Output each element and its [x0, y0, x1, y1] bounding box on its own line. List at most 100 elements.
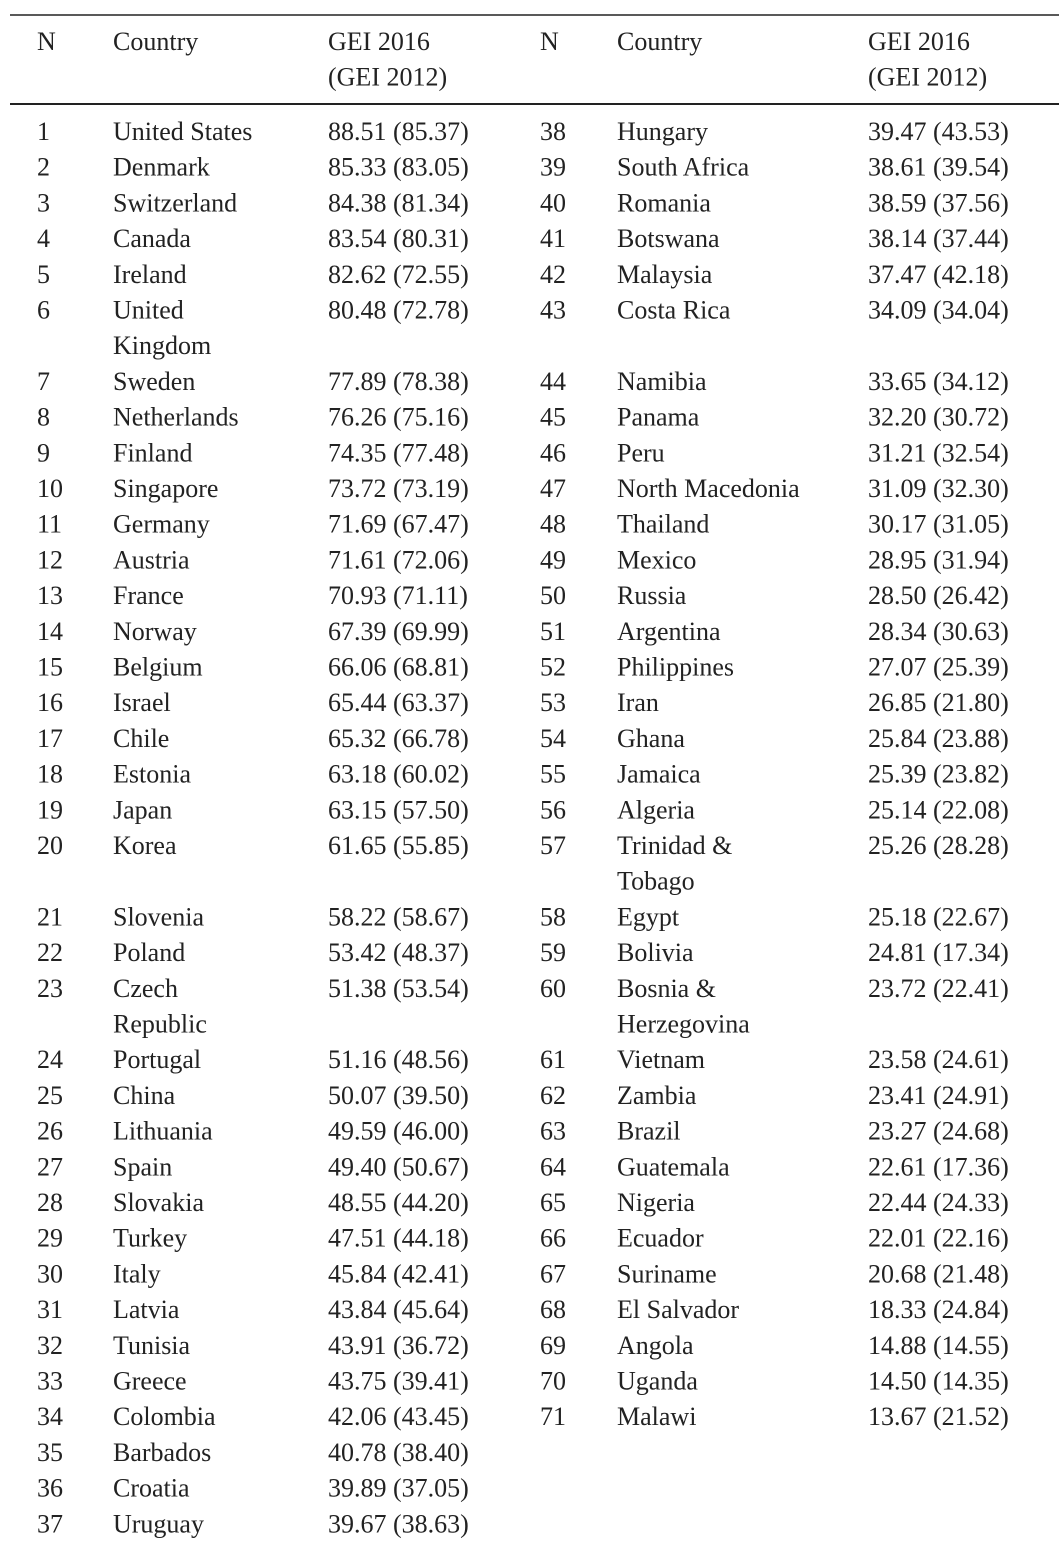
country: Peru — [617, 438, 665, 467]
row-number: 41 — [540, 224, 566, 253]
row-number: 50 — [540, 581, 566, 610]
gei-score: 43.84 (45.64) — [328, 1295, 469, 1324]
row-number: 12 — [37, 545, 63, 574]
country: Zambia — [617, 1081, 697, 1110]
country: Kingdom — [113, 331, 211, 360]
gei-score: 43.75 (39.41) — [328, 1366, 469, 1395]
row-number: 39 — [540, 153, 566, 182]
row-number: 11 — [37, 510, 62, 539]
country: Republic — [113, 1009, 207, 1038]
country: Panama — [617, 403, 700, 432]
row-number: 37 — [37, 1509, 63, 1538]
gei-score: 38.59 (37.56) — [868, 188, 1009, 217]
country: Portugal — [113, 1045, 201, 1074]
country: Japan — [113, 795, 172, 824]
row-number: 43 — [540, 295, 566, 324]
gei-score: 49.59 (46.00) — [328, 1117, 469, 1146]
row-number: 38 — [540, 117, 566, 146]
header-cell: N — [37, 27, 56, 56]
country: Costa Rica — [617, 295, 731, 324]
gei-score: 30.17 (31.05) — [868, 510, 1009, 539]
gei-score: 34.09 (34.04) — [868, 295, 1009, 324]
country: Norway — [113, 617, 197, 646]
gei-score: 76.26 (75.16) — [328, 403, 469, 432]
gei-score: 85.33 (83.05) — [328, 153, 469, 182]
row-number: 65 — [540, 1188, 566, 1217]
row-number: 16 — [37, 688, 63, 717]
country: Switzerland — [113, 188, 237, 217]
gei-score: 61.65 (55.85) — [328, 831, 469, 860]
gei-score: 31.09 (32.30) — [868, 474, 1009, 503]
row-number: 53 — [540, 688, 566, 717]
row-number: 8 — [37, 403, 50, 432]
row-number: 21 — [37, 902, 63, 931]
row-number: 22 — [37, 938, 63, 967]
country: Mexico — [617, 545, 696, 574]
country: Lithuania — [113, 1117, 213, 1146]
header-cell: Country — [617, 27, 702, 56]
country: Romania — [617, 188, 711, 217]
gei-score: 67.39 (69.99) — [328, 617, 469, 646]
gei-score: 32.20 (30.72) — [868, 403, 1009, 432]
row-number: 36 — [37, 1474, 63, 1503]
row-number: 71 — [540, 1402, 566, 1431]
row-number: 14 — [37, 617, 63, 646]
gei-score: 82.62 (72.55) — [328, 260, 469, 289]
gei-score: 37.47 (42.18) — [868, 260, 1009, 289]
row-number: 25 — [37, 1081, 63, 1110]
gei-score: 20.68 (21.48) — [868, 1259, 1009, 1288]
country: Angola — [617, 1331, 694, 1360]
header-cell: N — [540, 27, 559, 56]
row-number: 56 — [540, 795, 566, 824]
row-number: 57 — [540, 831, 566, 860]
row-number: 17 — [37, 724, 63, 753]
country: Austria — [113, 545, 190, 574]
gei-score: 80.48 (72.78) — [328, 295, 469, 324]
country: Russia — [617, 581, 687, 610]
gei-score: 23.72 (22.41) — [868, 974, 1009, 1003]
row-number: 55 — [540, 760, 566, 789]
country: Thailand — [617, 510, 709, 539]
country: United — [113, 295, 184, 324]
country: North Macedonia — [617, 474, 800, 503]
row-number: 27 — [37, 1152, 63, 1181]
country: China — [113, 1081, 176, 1110]
gei-score: 65.44 (63.37) — [328, 688, 469, 717]
row-number: 5 — [37, 260, 50, 289]
country: El Salvador — [617, 1295, 739, 1324]
country: Brazil — [617, 1117, 681, 1146]
header-cell: (GEI 2012) — [868, 63, 987, 92]
row-number: 63 — [540, 1117, 566, 1146]
row-number: 2 — [37, 153, 50, 182]
gei-score: 13.67 (21.52) — [868, 1402, 1009, 1431]
row-number: 48 — [540, 510, 566, 539]
country: Singapore — [113, 474, 218, 503]
row-number: 6 — [37, 295, 50, 324]
row-number: 1 — [37, 117, 50, 146]
country: Poland — [113, 938, 185, 967]
row-number: 54 — [540, 724, 566, 753]
gei-score: 40.78 (38.40) — [328, 1438, 469, 1467]
country: Colombia — [113, 1402, 216, 1431]
row-number: 24 — [37, 1045, 63, 1074]
row-number: 69 — [540, 1331, 566, 1360]
country: Uruguay — [113, 1509, 204, 1538]
row-number: 66 — [540, 1224, 566, 1253]
gei-score: 65.32 (66.78) — [328, 724, 469, 753]
gei-score: 38.14 (37.44) — [868, 224, 1009, 253]
row-number: 26 — [37, 1117, 63, 1146]
row-number: 29 — [37, 1224, 63, 1253]
country: Sweden — [113, 367, 195, 396]
country: Suriname — [617, 1259, 717, 1288]
row-number: 49 — [540, 545, 566, 574]
row-number: 7 — [37, 367, 50, 396]
country: Nigeria — [617, 1188, 695, 1217]
row-number: 61 — [540, 1045, 566, 1074]
row-number: 35 — [37, 1438, 63, 1467]
gei-score: 28.95 (31.94) — [868, 545, 1009, 574]
country: Czech — [113, 974, 178, 1003]
country: Egypt — [617, 902, 680, 931]
row-number: 19 — [37, 795, 63, 824]
row-number: 10 — [37, 474, 63, 503]
country: Netherlands — [113, 403, 239, 432]
